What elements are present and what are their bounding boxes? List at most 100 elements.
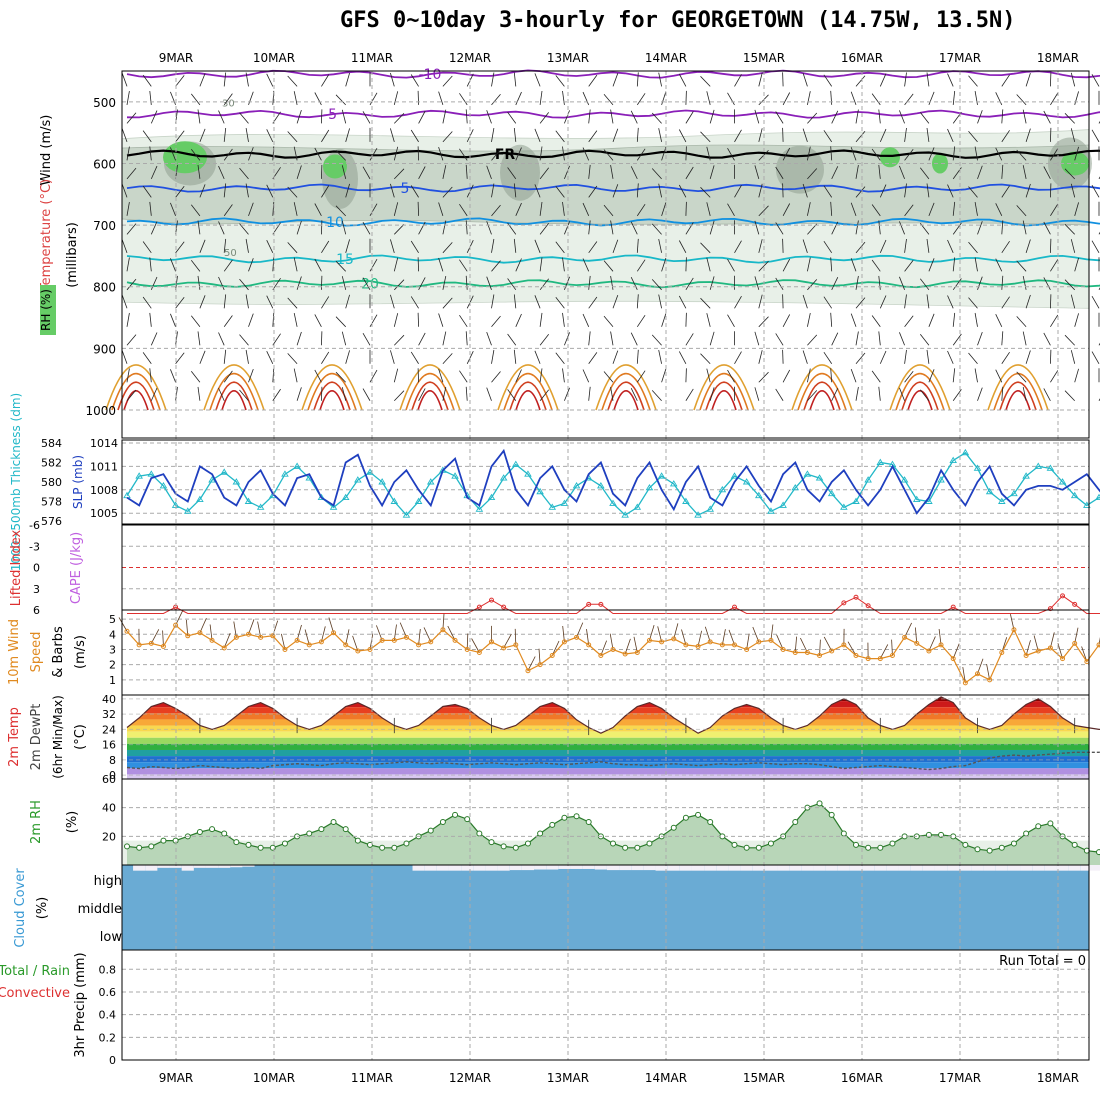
rh-point <box>622 844 629 851</box>
wind-barb <box>831 110 839 124</box>
wind-barb <box>734 185 742 198</box>
wind-barb <box>223 349 227 364</box>
wind-speed-point <box>489 639 494 645</box>
wind-barb <box>149 90 152 105</box>
wind-barb <box>706 257 711 272</box>
wind-speed-point <box>416 642 422 648</box>
wind-barb <box>636 183 639 198</box>
wind-barb <box>823 351 833 364</box>
lifted-index-point <box>732 604 737 610</box>
wind-barb <box>879 73 887 87</box>
wind-barb <box>393 91 399 105</box>
cloud-high-gap <box>181 865 194 871</box>
wind-barb-10m <box>118 617 128 632</box>
rh-point <box>816 800 823 807</box>
wind-barb-10m <box>376 625 383 641</box>
wind-tick-label: 2 <box>109 659 116 672</box>
wind-barb <box>952 90 956 105</box>
wind-barb <box>871 204 881 217</box>
wind-barb <box>126 312 130 327</box>
wind-barb <box>831 332 839 346</box>
wind-barb-10m <box>1098 637 1100 645</box>
wind-barb <box>807 279 818 291</box>
wind-barb <box>871 370 881 383</box>
wind-barb-10m <box>1033 635 1039 652</box>
wind-barb <box>952 368 956 383</box>
wind-barb-10m <box>304 629 310 646</box>
thickness-point <box>621 511 629 518</box>
panel-frame-prec <box>121 949 1090 1061</box>
rh-point <box>1096 849 1100 856</box>
wind-barb <box>700 242 711 254</box>
wind-barb <box>706 202 711 216</box>
wind-barb <box>223 72 227 87</box>
rh-point <box>379 844 386 851</box>
thickness-point <box>949 456 957 463</box>
boundary-temp-contour <box>595 364 657 411</box>
wind-barb <box>603 315 614 328</box>
wind-barb <box>486 276 492 290</box>
rh-point <box>889 840 896 847</box>
wind-barb <box>335 260 346 272</box>
pressure-tick-label: 800 <box>93 281 116 295</box>
lifted-index-point <box>598 601 604 607</box>
cloud-high-gap <box>448 865 462 871</box>
wind-barb <box>952 222 962 235</box>
thickness-point <box>645 483 654 491</box>
wind-barb <box>1001 351 1010 364</box>
wind-speed-point <box>999 650 1005 655</box>
wind-barb <box>775 166 784 180</box>
wind-barb <box>321 351 330 364</box>
rh-point <box>573 813 580 820</box>
cloud-high-gap <box>606 865 620 871</box>
cloud-row-label: low <box>100 930 123 945</box>
wind-barb <box>685 111 694 124</box>
wind-barb <box>588 109 591 124</box>
rh-point <box>865 844 872 851</box>
rh-point <box>537 830 544 837</box>
wind-barb <box>170 258 176 272</box>
wind-barb-10m <box>800 637 808 653</box>
wind-barb <box>410 240 419 254</box>
wind-barb <box>199 184 206 198</box>
lifted-index-point <box>501 604 507 610</box>
rh-point <box>755 844 762 851</box>
wind-barb <box>1022 331 1027 346</box>
wind-barb <box>947 239 954 253</box>
boundary-temp-contour <box>607 381 645 411</box>
cloud-high-gap <box>716 865 729 871</box>
wind-barb <box>272 368 275 383</box>
wind-barb <box>928 313 935 327</box>
rh-point <box>634 844 641 851</box>
temp-color-band <box>127 719 1089 726</box>
wind-barb <box>515 202 522 217</box>
wind-speed-point <box>926 648 932 654</box>
wind-barb <box>296 109 302 124</box>
wind-speed-point <box>574 634 580 640</box>
wind-speed-point <box>160 643 166 649</box>
wind-barb-10m <box>721 629 726 645</box>
wind-barb <box>782 183 784 198</box>
thickness-point <box>912 495 921 502</box>
wind-barb <box>287 242 298 254</box>
wind-speed-line <box>126 624 1100 684</box>
wind-barb <box>782 147 791 161</box>
dewpoint-line <box>126 751 1100 771</box>
wind-barb <box>287 353 298 365</box>
precip-tick-label: 0.2 <box>99 1031 117 1044</box>
wind-speed-point <box>221 645 227 651</box>
thickness-line <box>126 451 1100 517</box>
li-tick-label: 6 <box>33 604 40 617</box>
wind-barb <box>850 258 857 272</box>
wind-barb <box>239 278 249 291</box>
wind-barb <box>1016 94 1027 106</box>
wind-barb <box>928 202 935 216</box>
wind-barb <box>727 148 735 161</box>
wind-barb <box>582 258 590 272</box>
thickness-point <box>597 482 605 489</box>
wind-barb <box>539 223 550 235</box>
wind-barb <box>855 186 866 198</box>
rh-point <box>196 829 203 836</box>
cloud-high-gap <box>582 865 595 869</box>
wind-speed-point <box>403 634 409 640</box>
